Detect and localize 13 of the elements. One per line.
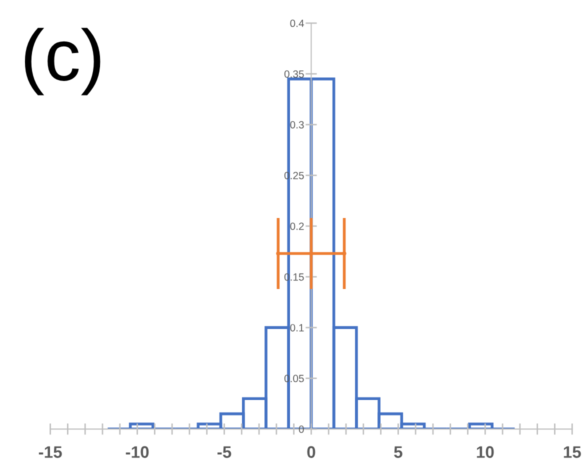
x-tick-label: 0 (307, 446, 316, 458)
y-tick-label: 0.1 (290, 324, 304, 332)
x-tick-label: -15 (38, 446, 62, 458)
y-tick-label: 0.35 (284, 70, 304, 78)
y-tick-label: 0.4 (290, 20, 304, 28)
x-tick-label: 10 (476, 446, 494, 458)
annotation: (c) (24, 28, 100, 96)
x-tick-label: 5 (394, 446, 402, 458)
y-tick-label: 0.2 (290, 222, 304, 230)
x-tick-label: -5 (217, 446, 232, 458)
y-tick-label: 0.3 (290, 121, 304, 128)
x-tick-label: 15 (564, 446, 581, 458)
x-tick-label: -10 (126, 446, 149, 458)
